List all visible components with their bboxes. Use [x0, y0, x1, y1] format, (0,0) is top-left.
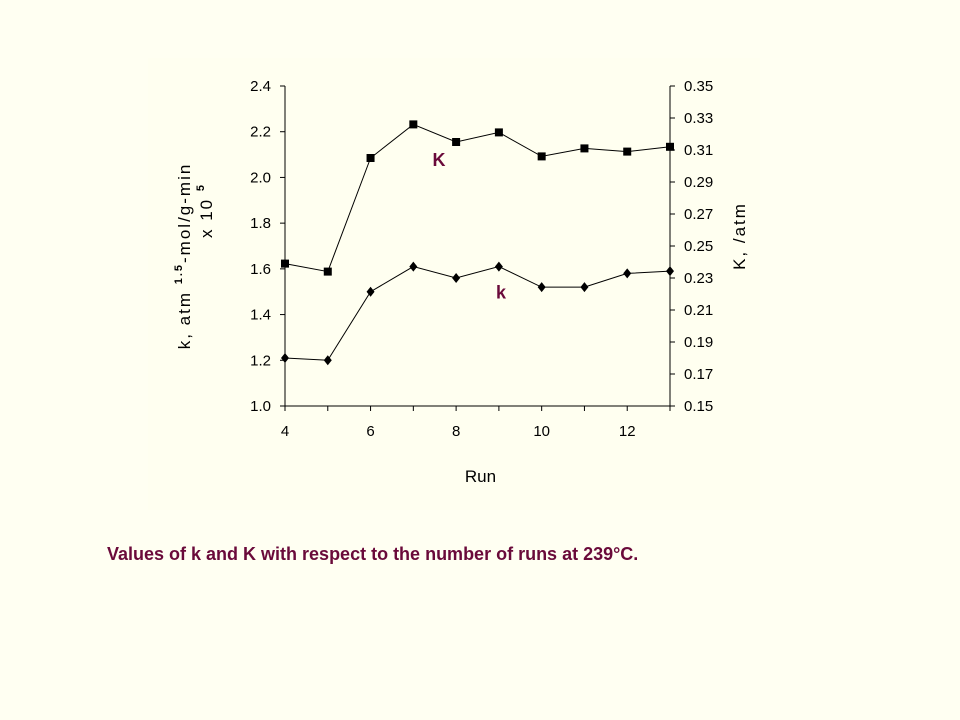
data-point-K — [666, 142, 674, 151]
x-tick-label: 12 — [619, 423, 636, 440]
data-point-k — [537, 282, 546, 293]
x-tick-label: 10 — [533, 423, 550, 440]
right-y-tick-label: 0.17 — [684, 366, 713, 383]
left-y-tick-label: 2.4 — [250, 78, 271, 95]
figure-caption: Values of k and K with respect to the nu… — [107, 544, 639, 564]
x-axis-title: Run — [465, 467, 496, 486]
left-y-axis-title-exp2: 5 — [195, 183, 207, 191]
data-point-K — [409, 120, 418, 129]
left-y-tick-label: 1.6 — [250, 261, 271, 278]
right-y-tick-label: 0.21 — [684, 302, 713, 319]
data-point-k — [281, 353, 289, 363]
data-point-k — [409, 261, 418, 272]
data-point-k — [666, 266, 674, 277]
series-line-k — [284, 266, 671, 361]
x-tick-label: 6 — [366, 423, 374, 440]
chart: 1.0 1.2 1.4 1.6 1.8 2.0 2.2 2.4 0.15 0.17 0.19 0.21… — [173, 78, 749, 486]
data-point-K — [452, 138, 461, 146]
right-y-tick-label: 0.15 — [684, 398, 713, 415]
left-y-tick-label: 1.2 — [250, 352, 271, 369]
left-y-axis-title-units: -mol/g-min — [175, 163, 194, 263]
left-y-axis-title-scale: x 10 — [197, 191, 216, 238]
left-y-axis-title-line2: x 10 5 — [195, 183, 216, 238]
left-y-tick-label: 1.8 — [250, 215, 271, 232]
data-point-K — [366, 154, 375, 162]
left-y-axis-title-main: k, atm — [175, 284, 194, 349]
right-y-tick-label: 0.23 — [684, 270, 713, 287]
series-line-K — [284, 123, 671, 273]
right-y-tick-label: 0.25 — [684, 238, 713, 255]
chart-panel: 1.0 1.2 1.4 1.6 1.8 2.0 2.2 2.4 0.15 0.17 0.19 0.21… — [148, 58, 760, 510]
data-point-k — [323, 355, 332, 366]
x-tick-label: 8 — [452, 423, 460, 440]
data-point-k — [580, 282, 589, 293]
data-point-K — [580, 144, 589, 153]
right-y-axis-title: K, /atm — [730, 202, 749, 270]
data-point-K — [281, 259, 289, 268]
left-y-tick-label: 2.2 — [250, 124, 271, 141]
left-y-axis-title-line1: k, atm 1.5-mol/g-min — [173, 163, 194, 350]
left-y-axis-title-exp: 1.5 — [173, 263, 185, 284]
data-point-k — [452, 273, 461, 283]
x-tick-label: 4 — [281, 423, 289, 440]
series-label-K: K — [433, 150, 446, 170]
right-y-tick-label: 0.35 — [684, 78, 713, 95]
data-point-k — [623, 268, 632, 279]
right-y-axis-title-group: K, /atm — [730, 202, 749, 270]
right-y-tick-label: 0.33 — [684, 110, 713, 127]
left-y-tick-label: 1.4 — [250, 307, 271, 324]
series-label-k: k — [496, 283, 507, 303]
right-y-tick-label: 0.29 — [684, 174, 713, 191]
left-y-tick-label: 1.0 — [250, 398, 271, 415]
left-y-tick-label: 2.0 — [250, 169, 271, 186]
data-point-K — [537, 152, 546, 161]
left-y-axis-title: k, atm 1.5-mol/g-min x 10 5 — [173, 163, 216, 350]
data-point-k — [494, 261, 503, 272]
data-point-k — [366, 286, 375, 297]
data-point-K — [323, 267, 332, 276]
data-point-K — [494, 128, 503, 137]
data-point-K — [623, 147, 632, 156]
right-y-tick-label: 0.27 — [684, 206, 713, 223]
right-y-tick-label: 0.31 — [684, 142, 713, 159]
right-y-tick-label: 0.19 — [684, 334, 713, 351]
